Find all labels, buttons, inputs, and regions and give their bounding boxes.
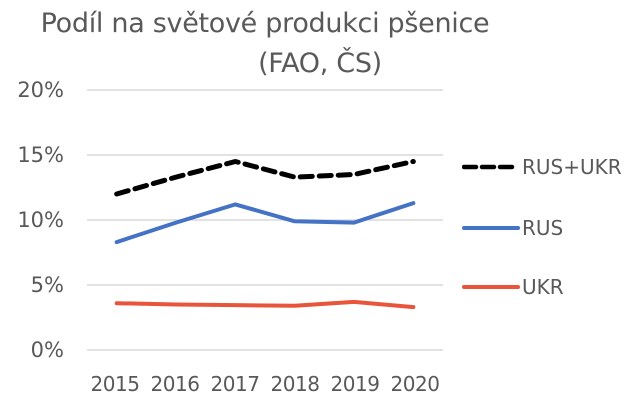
dashed-line-swatch-icon bbox=[462, 164, 520, 170]
x-tick-label: 2017 bbox=[210, 372, 260, 396]
chart-title-line-1: Podíl na světové produkci pšenice bbox=[40, 8, 490, 39]
gridlines bbox=[87, 89, 443, 351]
series-line-rus bbox=[114, 201, 416, 245]
legend-label: RUS bbox=[522, 216, 564, 240]
series-line-ukr bbox=[114, 299, 416, 310]
legend-item-rus-ukr: RUS+UKR bbox=[462, 155, 622, 179]
x-tick-label: 2020 bbox=[390, 372, 440, 396]
y-tick-label: 0% bbox=[30, 338, 64, 362]
x-tick-label: 2015 bbox=[90, 372, 140, 396]
legend-label: UKR bbox=[522, 275, 564, 299]
x-tick-label: 2016 bbox=[150, 372, 200, 396]
x-tick-label: 2018 bbox=[270, 372, 320, 396]
legend-item-rus: RUS bbox=[462, 216, 563, 240]
chart-title: Podíl na světové produkci pšenice (FAO, … bbox=[0, 4, 530, 84]
x-tick-label: 2019 bbox=[330, 372, 380, 396]
data-lines bbox=[114, 159, 416, 310]
chart-title-line-2: (FAO, ČS) bbox=[258, 48, 382, 79]
series-line-rus-ukr bbox=[114, 159, 416, 197]
y-tick-label: 10% bbox=[17, 208, 64, 232]
blue-line-swatch-icon bbox=[462, 226, 520, 230]
orange-line-swatch-icon bbox=[462, 285, 520, 289]
y-tick-label: 5% bbox=[30, 273, 64, 297]
y-tick-label: 20% bbox=[17, 78, 64, 102]
y-tick-label: 15% bbox=[17, 143, 64, 167]
legend-item-ukr: UKR bbox=[462, 275, 564, 299]
legend-label: RUS+UKR bbox=[522, 155, 622, 179]
